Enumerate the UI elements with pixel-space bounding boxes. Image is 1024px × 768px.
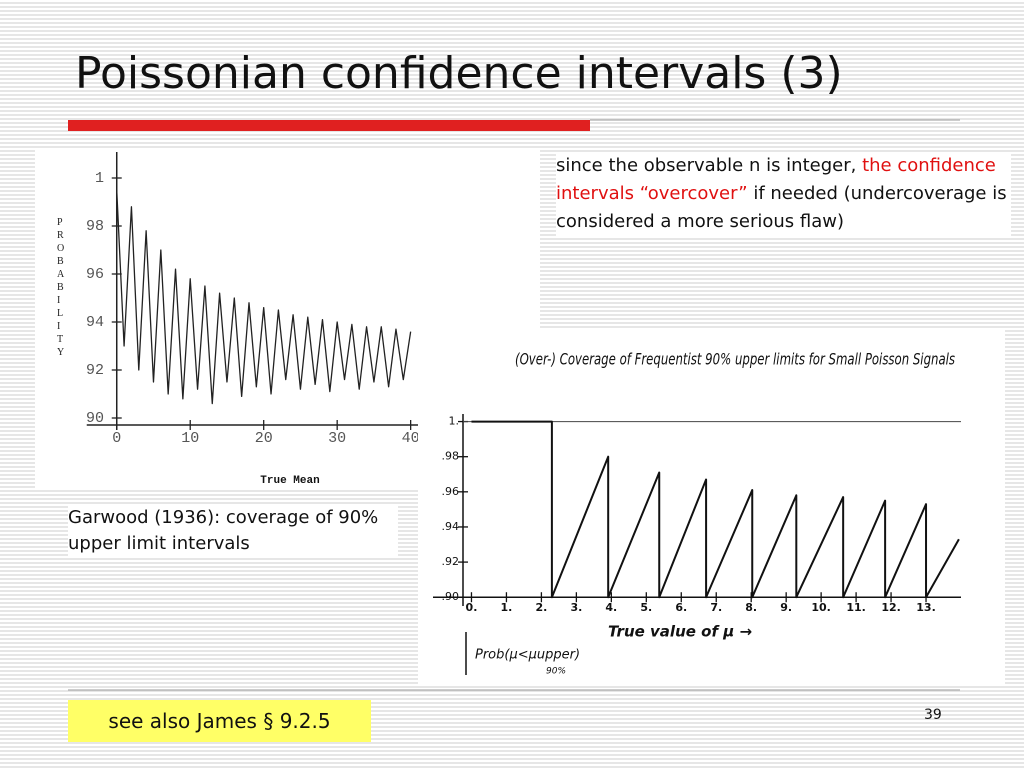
note-text: if needed (undercoverage is considered a…: [556, 183, 1007, 232]
y-tick-label: 98: [86, 218, 104, 235]
slide-title: Poissonian confidence intervals (3): [75, 48, 843, 99]
x-tick-label: 30: [328, 430, 346, 447]
x-tick-label: 20: [255, 430, 273, 447]
coverage-line: [116, 189, 412, 405]
caption: Garwood (1936): coverage of 90% upper li…: [68, 505, 398, 557]
x-tick-label: 10.: [811, 601, 831, 614]
y-tick-label: .92: [442, 555, 460, 568]
right-figure-bg: [418, 328, 1005, 685]
x-tick-label: 13.: [916, 601, 936, 614]
y-tick-label: .94: [442, 520, 460, 533]
x-tick-label: 10: [181, 430, 199, 447]
y-tick-label: 96: [86, 266, 104, 283]
note-highlight: the confidence intervals “overcover”: [556, 155, 996, 204]
title-bar: [68, 120, 590, 131]
x-tick-label: 7.: [710, 601, 722, 614]
x-tick-label: 11.: [846, 601, 866, 614]
x-tick-label: 5.: [640, 601, 652, 614]
reference-box: see also James § 9.2.5: [68, 700, 371, 742]
y-tick-label: .96: [442, 485, 460, 498]
note: since the observable n is integer, the c…: [556, 152, 1011, 236]
y-tick-label: 1.: [449, 415, 460, 428]
x-tick-label: 3.: [570, 601, 582, 614]
x-tick-label: 40: [402, 430, 420, 447]
x-tick-label: 12.: [881, 601, 901, 614]
y-tick-label: 1: [95, 170, 104, 187]
x-tick-label: 6.: [675, 601, 687, 614]
coverage-line: [471, 420, 960, 599]
x-tick-label: 2.: [535, 601, 547, 614]
x-tick-label: 9.: [780, 601, 792, 614]
y-tick-label: 90: [86, 410, 104, 427]
y-axis-label: PROBABILITY: [57, 217, 65, 358]
right-figure: 1. .98 .96 .94 .92 .90 0. 1. 2. 3. 4. 5. 6. 7. 8. 9. 10.…: [433, 350, 961, 677]
x-tick-label: 4.: [605, 601, 617, 614]
y-tick-label: .90: [442, 590, 460, 603]
figure-title: (Over-) Coverage of Frequentist 90% uppe…: [515, 350, 955, 369]
x-tick-label: 8.: [745, 601, 757, 614]
x-tick-label: 1.: [501, 601, 513, 614]
y-tick-label: 94: [86, 314, 104, 331]
x-tick-label: 0: [112, 430, 121, 447]
y-axis-label-note: 90%: [546, 667, 566, 677]
x-axis-label: True value of μ →: [608, 623, 752, 641]
y-axis-label: Prob(μ<μupper): [475, 648, 580, 663]
y-tick-label: 92: [86, 362, 104, 379]
y-tick-label: .98: [442, 450, 460, 463]
x-axis-label: True Mean: [260, 475, 319, 487]
page-number: 39: [924, 707, 942, 723]
left-figure: 1 98 96 94 92 90 0 10 20 30 40: [86, 152, 420, 447]
note-text: since the observable n is integer,: [556, 155, 863, 176]
x-tick-label: 0.: [466, 601, 478, 614]
